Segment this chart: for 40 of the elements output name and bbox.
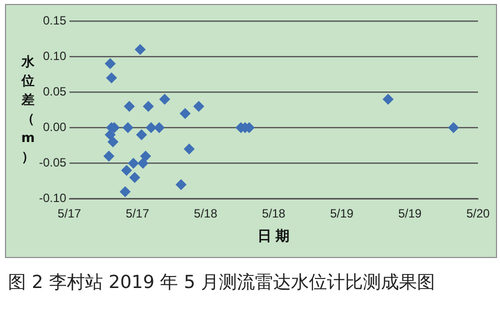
x-tick-label: 5/18 [194, 206, 218, 220]
x-axis-title: 日 期 [258, 227, 290, 244]
point [107, 136, 118, 148]
point [448, 122, 459, 134]
point [124, 100, 135, 112]
x-tick-label: 5/20 [466, 206, 490, 220]
y-tick-label: -0.10 [38, 191, 67, 206]
point [120, 186, 131, 198]
x-tick-label: 5/17 [58, 206, 82, 220]
point [103, 150, 114, 162]
point [382, 94, 394, 105]
point [121, 164, 132, 176]
y-axis-title: 水位差（m） [20, 54, 36, 165]
point [137, 158, 148, 169]
point [128, 158, 139, 169]
point [106, 72, 118, 84]
point [176, 179, 187, 190]
point [193, 100, 204, 112]
y-tick-label: 0.10 [42, 48, 67, 63]
x-tick-label: 5/19 [398, 206, 422, 220]
y-tick-label: 0.05 [42, 84, 67, 98]
point [122, 122, 134, 134]
y-tick-label: 0.00 [42, 120, 67, 134]
y-tick-label: 0.15 [42, 13, 67, 28]
point [140, 150, 152, 162]
point [104, 58, 116, 70]
point [142, 100, 154, 112]
point [154, 122, 165, 134]
x-tick-label: 5/19 [330, 206, 354, 220]
point [184, 144, 195, 155]
point [129, 172, 140, 183]
point [146, 122, 157, 134]
caption: 图 2 李村站 2019 年 5 月测流雷达水位计比测成果图 [8, 271, 436, 294]
point [159, 94, 170, 105]
point [134, 44, 146, 55]
x-tick-label: 5/18 [262, 206, 286, 220]
point [180, 108, 191, 119]
point [136, 129, 148, 140]
y-tick-label: -0.05 [38, 156, 67, 170]
x-tick-label: 5/17 [126, 206, 150, 220]
